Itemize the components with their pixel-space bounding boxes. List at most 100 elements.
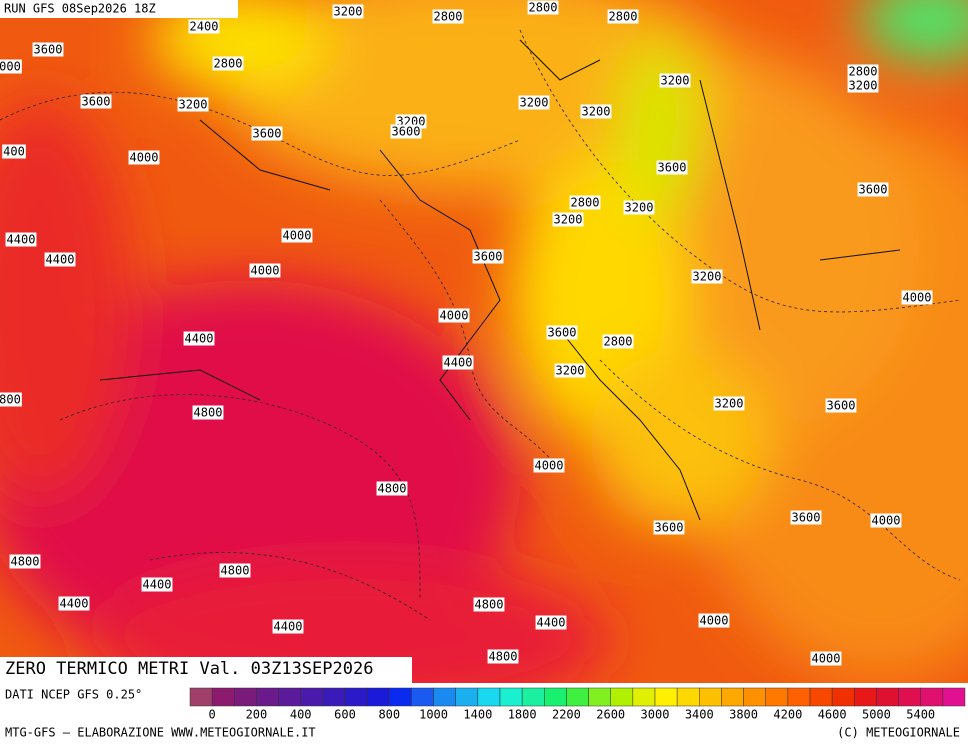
footer-left: MTG-GFS — ELABORAZIONE WWW.METEOGIORNALE… [5, 726, 316, 740]
contour-label: 4400 [7, 233, 36, 247]
colorbar-label: 400 [290, 708, 312, 722]
contour-label: 3600 [392, 125, 421, 139]
colorbar-swatch [898, 687, 921, 707]
contour-label: 3200 [179, 98, 208, 112]
colorbar-label: 800 [378, 708, 400, 722]
colorbar-swatch [942, 687, 966, 707]
footer-right: (C) METEOGIORNALE [837, 726, 960, 740]
contour-label-box [546, 325, 578, 340]
colorbar-swatch [876, 687, 899, 707]
contour-label-box [825, 398, 857, 413]
contour-label-box [251, 126, 283, 141]
contour-label: 4400 [60, 597, 89, 611]
contour-label-box [128, 150, 160, 165]
map-field [0, 0, 968, 683]
colorbar-swatch [765, 687, 789, 707]
border-line [99, 39, 901, 521]
colorbar-swatch [588, 687, 611, 707]
contour-label: 3200 [520, 96, 549, 110]
contour-label-box [653, 520, 685, 535]
contour-label: 3600 [474, 250, 503, 264]
contour-label: 4800 [475, 598, 504, 612]
map-title: ZERO TERMICO METRI Val. 03Z13SEP2026 [5, 659, 373, 679]
contour-label-box [44, 252, 76, 267]
colorbar-swatch [211, 687, 235, 707]
contour-label: 4000 [700, 614, 729, 628]
contour-label-box [332, 4, 364, 19]
header-box [0, 0, 238, 18]
contour-label-box [188, 19, 220, 34]
contour-label: 3600 [82, 95, 111, 109]
contour-label-box [901, 290, 933, 305]
colorbar-swatch [676, 687, 700, 707]
contour-label: 4400 [185, 332, 214, 346]
contour-label: 3600 [548, 326, 577, 340]
title-box [0, 657, 412, 683]
contour-label-box [390, 124, 422, 139]
contour-label: 800 [0, 393, 21, 407]
contour-label: 2400 [190, 20, 219, 34]
contour-label-box [691, 269, 723, 284]
contour-label-box [656, 160, 688, 175]
contour-label-box [713, 396, 745, 411]
contour-label: 4000 [872, 514, 901, 528]
contour-label: 4000 [812, 652, 841, 666]
contour-label: 3200 [554, 213, 583, 227]
colorbar-label: 5000 [862, 708, 891, 722]
contour-label: 4000 [130, 151, 159, 165]
colorbar-label: 2600 [596, 708, 625, 722]
contour-label: 4400 [143, 578, 172, 592]
contour-label-box [192, 405, 224, 420]
contour-label-box [9, 554, 41, 569]
contour-label-box [487, 649, 519, 664]
contour-label-box [376, 481, 408, 496]
contour-label: 3600 [792, 511, 821, 525]
colorbar-swatch [699, 687, 722, 707]
contour-label-box [32, 42, 64, 57]
colorbar-swatch [256, 687, 279, 707]
contour-label: 2800 [434, 10, 463, 24]
contour-label-box [698, 613, 730, 628]
contour-label: 3600 [253, 127, 282, 141]
contour-label-box [580, 104, 612, 119]
colorbar-label: 3400 [685, 708, 714, 722]
colorbar-label: 4600 [818, 708, 847, 722]
contour-label: 4000 [283, 229, 312, 243]
contour-label-box [219, 563, 251, 578]
contour-label: 2800 [609, 10, 638, 24]
colorbar-swatch [411, 687, 434, 707]
contour-label-box [569, 195, 601, 210]
colorbar-label: 0 [209, 708, 216, 722]
contour-label-box [438, 308, 470, 323]
colorbar-label: 200 [246, 708, 268, 722]
contour-label: 4800 [378, 482, 407, 496]
contour-label-box [810, 651, 842, 666]
contour-label-box [857, 182, 889, 197]
contour-label: 3200 [625, 201, 654, 215]
contour-label: 4800 [194, 406, 223, 420]
contour-label-box [847, 64, 879, 79]
contour-label: 3200 [849, 79, 878, 93]
colorbar-swatch [455, 687, 479, 707]
contour-label-box [212, 56, 244, 71]
contour-label: 4000 [903, 291, 932, 305]
colorbar-swatch [632, 687, 656, 707]
contour-label-box [552, 212, 584, 227]
contour-label: 3200 [582, 105, 611, 119]
run-label: RUN GFS 08Sep2026 18Z [4, 2, 156, 16]
contour-label: 3600 [827, 399, 856, 413]
source-label: DATI NCEP GFS 0.25° [5, 688, 142, 702]
colorbar-swatch [721, 687, 744, 707]
contour-label: 4400 [537, 616, 566, 630]
colorbar-swatch [278, 687, 301, 707]
colorbar-swatch [787, 687, 811, 707]
contour-label-box [58, 596, 90, 611]
contour-label: 3200 [556, 364, 585, 378]
contour-label: 3200 [715, 397, 744, 411]
colorbar-swatch [477, 687, 501, 707]
contour-label-box [870, 513, 902, 528]
colorbar-swatch [499, 687, 523, 707]
contour-label: 3600 [658, 161, 687, 175]
